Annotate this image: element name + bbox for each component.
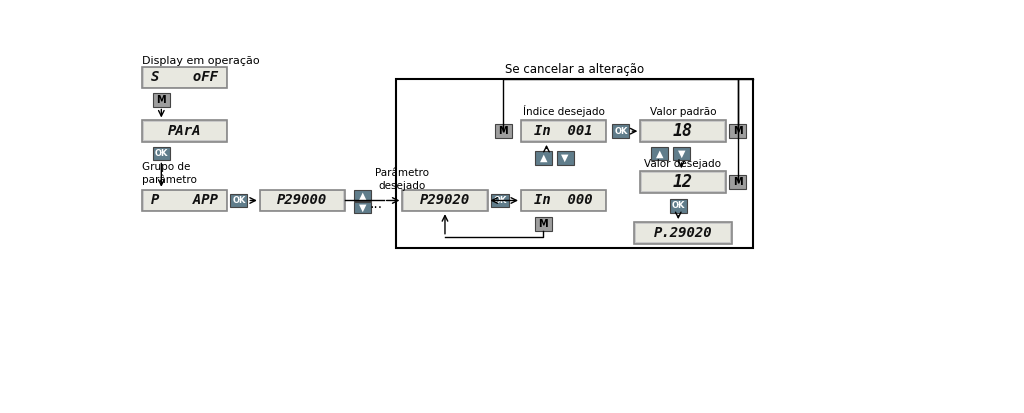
Bar [521,121,606,142]
Bar [354,202,372,213]
Bar [522,191,604,210]
Text: M: M [733,177,742,187]
Text: P    APP: P APP [152,193,218,207]
Bar [673,147,690,160]
Bar [729,175,746,189]
Text: M: M [499,126,508,136]
Text: M: M [733,126,742,136]
Bar [153,147,170,160]
Bar [634,222,732,244]
Bar [143,191,225,210]
Text: M: M [157,95,166,104]
Text: In  001: In 001 [535,124,593,138]
Text: Parâmetro
desejado: Parâmetro desejado [376,168,429,190]
Bar [612,124,630,138]
Text: Valor padrão: Valor padrão [649,107,716,117]
Text: OK: OK [614,127,628,136]
Text: Display em operação: Display em operação [142,56,259,66]
Bar [230,194,248,207]
Text: OK: OK [232,196,246,205]
Text: 12: 12 [673,173,693,191]
Bar [492,194,509,207]
Bar [535,151,552,165]
Text: ▲: ▲ [656,149,664,159]
Bar [153,93,170,107]
Bar [142,190,227,211]
Bar [260,190,345,211]
Bar [142,121,227,142]
Bar [521,190,606,211]
Bar [495,124,512,138]
Bar [403,191,486,210]
Bar [640,171,726,193]
Bar [522,122,604,140]
Bar [642,122,724,140]
Bar [636,223,730,242]
Text: Se cancelar a alteração: Se cancelar a alteração [505,63,644,76]
Text: S    oFF: S oFF [152,70,218,84]
Bar [261,191,343,210]
Text: OK: OK [155,149,168,158]
Bar [670,199,687,213]
Text: Grupo de
parâmetro: Grupo de parâmetro [142,162,197,185]
Text: ▼: ▼ [359,202,367,212]
Text: ...: ... [370,197,383,211]
Bar [640,121,726,142]
Bar [396,79,753,248]
Text: In  000: In 000 [535,193,593,207]
Text: P29000: P29000 [278,193,328,207]
Bar [402,190,487,211]
Bar [354,190,372,201]
Text: M: M [539,219,548,229]
Bar [557,151,573,165]
Bar [143,122,225,140]
Text: ▼: ▼ [561,153,569,163]
Text: ▼: ▼ [678,149,685,159]
Text: Valor desejado: Valor desejado [644,159,721,169]
Text: OK: OK [672,202,685,210]
Text: 18: 18 [673,122,693,140]
Text: P29020: P29020 [420,193,470,207]
Bar [142,66,227,88]
Bar [535,217,552,231]
Text: PArA: PArA [168,124,202,138]
Bar [651,147,669,160]
Text: ▲: ▲ [540,153,547,163]
Text: OK: OK [494,196,507,205]
Bar [642,173,724,191]
Text: ▲: ▲ [359,191,367,201]
Bar [729,124,746,138]
Bar [143,68,225,86]
Text: Índice desejado: Índice desejado [522,105,604,117]
Text: P.29020: P.29020 [653,226,713,240]
